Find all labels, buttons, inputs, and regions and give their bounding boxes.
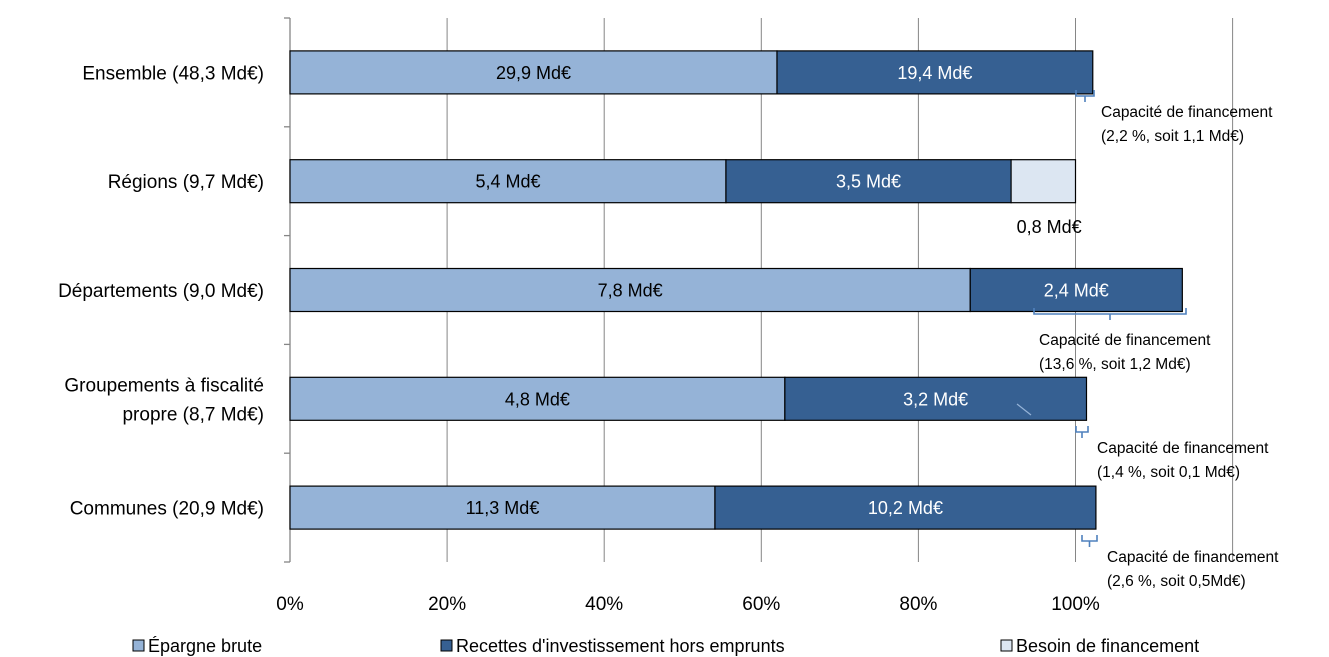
category-label: propre (8,7 Md€) bbox=[122, 404, 264, 425]
annotation-text: (13,6 %, soit 1,2 Md€) bbox=[1039, 356, 1191, 373]
category-label: Départements (9,0 Md€) bbox=[58, 281, 264, 302]
category-label: Régions (9,7 Md€) bbox=[108, 172, 264, 193]
x-tick-label: 20% bbox=[428, 594, 466, 615]
bar-segment bbox=[1010, 159, 1077, 204]
annotation-text: Capacité de financement bbox=[1039, 332, 1211, 349]
data-label: 19,4 Md€ bbox=[897, 63, 972, 83]
legend-label: Besoin de financement bbox=[1016, 636, 1199, 656]
annotation-bracket bbox=[1075, 90, 1095, 102]
category-label: Ensemble (48,3 Md€) bbox=[82, 63, 264, 84]
legend-label: Épargne brute bbox=[148, 636, 262, 656]
annotation-text: Capacité de financement bbox=[1097, 440, 1269, 457]
data-label: 10,2 Md€ bbox=[868, 498, 943, 518]
bar-segment bbox=[784, 376, 1088, 421]
bar-segment bbox=[289, 267, 971, 313]
bar-segment bbox=[289, 50, 778, 95]
x-tick-label: 80% bbox=[899, 594, 937, 615]
annotation-text: (1,4 %, soit 0,1 Md€) bbox=[1097, 464, 1240, 481]
bar-segment bbox=[776, 50, 1094, 95]
category-label: Groupements à fiscalité bbox=[64, 375, 264, 396]
annotation-text: Capacité de financement bbox=[1101, 104, 1273, 121]
data-label: 3,2 Md€ bbox=[903, 389, 968, 409]
legend-swatch bbox=[440, 639, 453, 652]
x-tick-label: 60% bbox=[742, 594, 780, 615]
data-label: 3,5 Md€ bbox=[836, 172, 901, 192]
legend-swatch bbox=[132, 639, 145, 652]
annotation-text: (2,6 %, soit 0,5Md€) bbox=[1107, 573, 1246, 590]
legend-label: Recettes d'investissement hors emprunts bbox=[456, 636, 785, 656]
data-label: 11,3 Md€ bbox=[466, 498, 540, 518]
legend-swatch bbox=[1000, 639, 1013, 652]
annotation-text: Capacité de financement bbox=[1107, 549, 1279, 566]
x-tick-label: 40% bbox=[585, 594, 623, 615]
bar-segment bbox=[289, 159, 727, 204]
x-tick-label: 100% bbox=[1051, 594, 1100, 615]
bar-segment bbox=[725, 159, 1012, 204]
annotation-bracket bbox=[1081, 535, 1098, 547]
data-label: 5,4 Md€ bbox=[475, 172, 540, 192]
leader-line bbox=[1016, 403, 1032, 416]
bar-segment bbox=[289, 376, 786, 421]
category-label: Communes (20,9 Md€) bbox=[70, 499, 264, 520]
bar-segment bbox=[969, 267, 1183, 313]
data-label: 2,4 Md€ bbox=[1044, 281, 1109, 301]
x-tick-label: 0% bbox=[276, 594, 304, 615]
data-label: 4,8 Md€ bbox=[505, 389, 570, 409]
bar-segment bbox=[289, 485, 716, 530]
data-label: 29,9 Md€ bbox=[496, 63, 571, 83]
data-label: 7,8 Md€ bbox=[598, 281, 663, 301]
data-label: 0,8 Md€ bbox=[1017, 217, 1082, 237]
bar-segment bbox=[714, 485, 1097, 530]
annotation-bracket bbox=[1033, 308, 1187, 320]
annotation-text: (2,2 %, soit 1,1 Md€) bbox=[1101, 128, 1244, 145]
annotation-bracket bbox=[1075, 426, 1089, 438]
